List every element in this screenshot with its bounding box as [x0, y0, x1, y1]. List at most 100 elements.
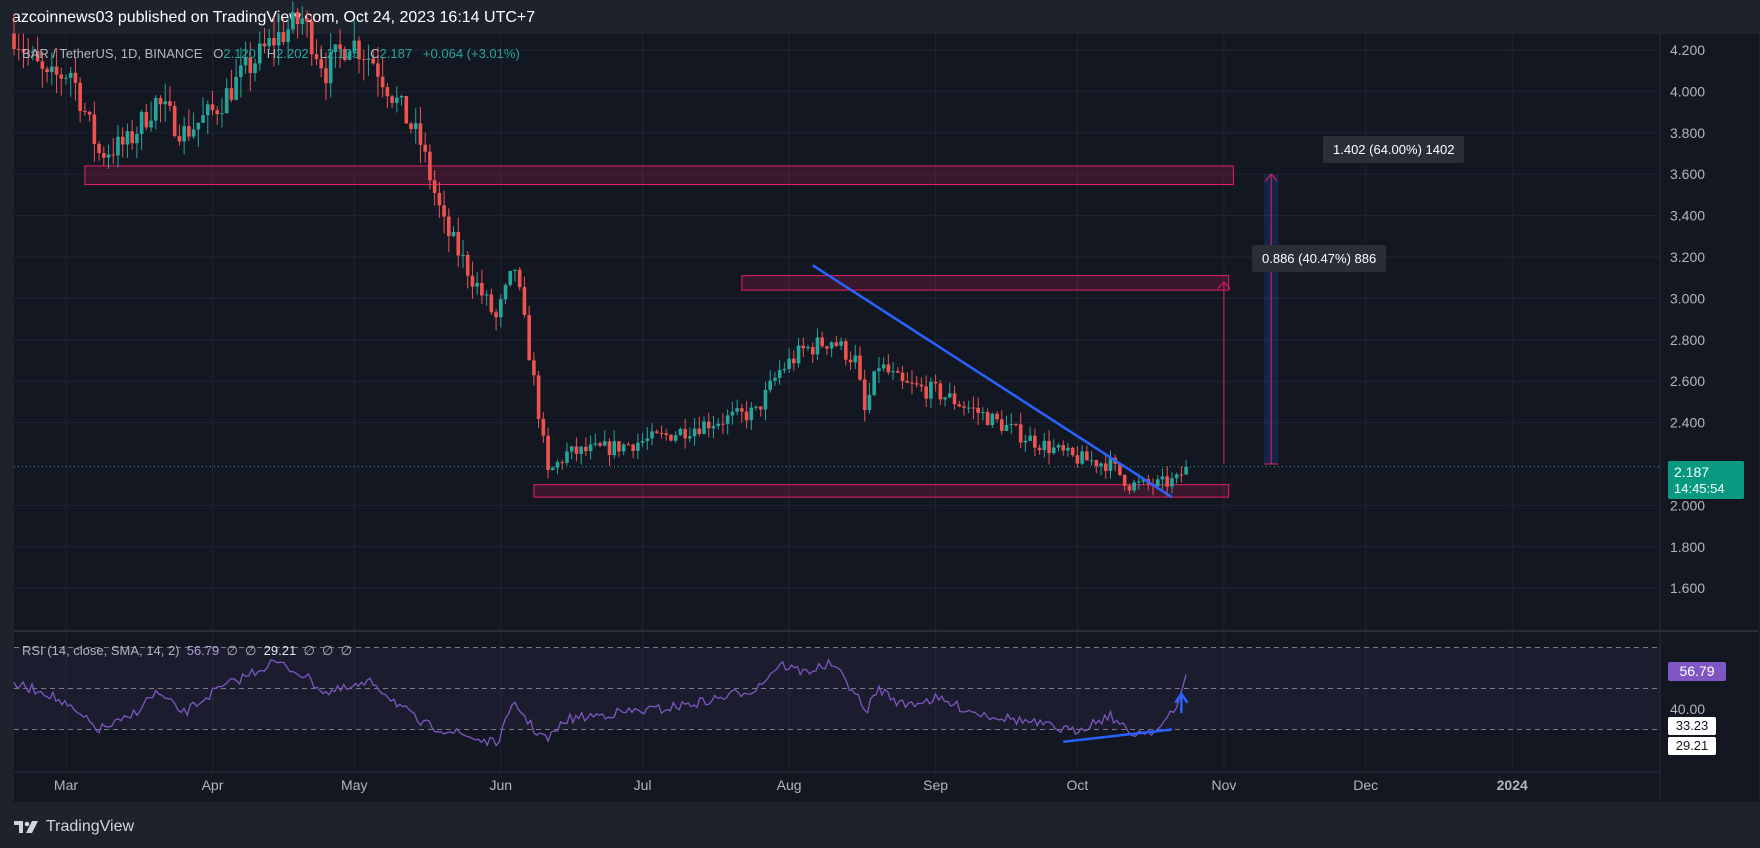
tradingview-logo[interactable]: TradingView: [14, 818, 134, 836]
candle-body: [1080, 451, 1084, 464]
candle-body: [92, 114, 97, 144]
candle-body: [1075, 455, 1080, 464]
candle-body: [650, 431, 654, 439]
price-label: 2.800: [1670, 332, 1705, 348]
close-value: 2.187: [379, 46, 413, 61]
support-resistance-zone: [84, 165, 1234, 186]
price-label: 3.400: [1670, 208, 1705, 224]
candle-body: [1033, 435, 1037, 448]
time-label: Mar: [54, 777, 78, 793]
candle-body: [1070, 447, 1075, 456]
candle-body: [550, 467, 555, 471]
candle-body: [716, 423, 721, 426]
candle-body: [451, 231, 456, 237]
candle-body: [584, 446, 588, 452]
candle-body: [35, 51, 40, 62]
candle-body: [73, 72, 78, 83]
candle-body: [432, 180, 437, 193]
candle-body: [153, 97, 158, 121]
rsi-title[interactable]: RSI (14, close, SMA, 14, 2): [22, 643, 180, 658]
last-price: 2.187: [1674, 464, 1710, 480]
candle-body: [423, 144, 427, 152]
candle-body: [333, 44, 338, 53]
price-label: 2.400: [1670, 415, 1705, 431]
symbol-legend[interactable]: BAR / TetherUS, 1D, BINANCE O2.120 H2.20…: [22, 46, 520, 61]
rsi-value-badge: 56.79: [1668, 662, 1726, 681]
candle-body: [1047, 440, 1051, 454]
candle-body: [763, 389, 768, 410]
candle-body: [31, 51, 35, 53]
rsi-legend[interactable]: RSI (14, close, SMA, 14, 2) 56.79 ∅ ∅ 29…: [22, 643, 352, 659]
candle-body: [376, 63, 380, 77]
candle-body: [26, 52, 30, 54]
candle-body: [229, 88, 234, 100]
rsi-ma-value: 29.21: [263, 643, 297, 658]
candle-body: [1014, 424, 1018, 426]
rsi-legend-value: 56.79: [186, 643, 220, 658]
candle-body: [527, 314, 531, 361]
candle-body: [1051, 447, 1056, 454]
candle-body: [560, 462, 565, 464]
candle-body: [111, 154, 116, 156]
candle-body: [59, 74, 64, 79]
measurement-label-short[interactable]: 0.886 (40.47%) 886: [1252, 245, 1387, 272]
candle-body: [1103, 463, 1108, 471]
candle-body: [101, 153, 106, 158]
candle-body: [943, 397, 947, 400]
candle-body: [862, 379, 867, 411]
candle-body: [971, 407, 976, 409]
zones[interactable]: [84, 165, 1234, 498]
candle-body: [881, 364, 886, 369]
low-value: 2.105: [326, 46, 360, 61]
candle-body: [338, 44, 342, 50]
candle-body: [962, 406, 966, 408]
candle-body: [1037, 447, 1042, 451]
candle-body: [210, 104, 215, 111]
candle-body: [248, 57, 253, 74]
candle-body: [1160, 476, 1165, 480]
candle-body: [555, 462, 560, 468]
candle-body: [593, 443, 598, 445]
candle-body: [1004, 425, 1009, 431]
overlays[interactable]: [14, 173, 1660, 499]
candle-body: [721, 423, 725, 425]
candle-body: [891, 371, 895, 373]
candle-body: [773, 377, 777, 381]
candle-body: [749, 407, 754, 421]
last-price-badge[interactable]: 2.187 14:45:54: [1668, 461, 1744, 499]
candle-body: [669, 434, 673, 441]
candle-body: [612, 441, 617, 456]
candle-body: [480, 282, 484, 296]
candle-body: [295, 11, 300, 25]
candles: [12, 1, 1188, 497]
candle-body: [1042, 440, 1047, 451]
time-label: Sep: [923, 777, 948, 793]
candle-body: [149, 120, 153, 128]
candle-body: [853, 355, 858, 363]
rsi-trendline: [1063, 728, 1173, 744]
candle-body: [1137, 481, 1141, 483]
candle-body: [172, 105, 177, 137]
candle-body: [929, 381, 933, 399]
symbol-name[interactable]: BAR / TetherUS, 1D, BINANCE: [22, 46, 203, 61]
candle-body: [83, 110, 87, 112]
candle-body: [900, 372, 905, 381]
candle-body: [40, 61, 45, 69]
time-label: May: [341, 777, 367, 793]
price-label: 2.600: [1670, 373, 1705, 389]
candle-body: [617, 441, 621, 452]
rsi-na-4: ∅: [322, 643, 334, 658]
rsi-bands: [14, 647, 1660, 730]
candle-body: [357, 40, 361, 60]
candle-body: [135, 134, 139, 144]
measurement-label-long[interactable]: 1.402 (64.00%) 1402: [1323, 136, 1465, 163]
candle-body: [465, 254, 470, 276]
candle-body: [50, 66, 54, 73]
axes: Mar Apr May Jun Jul Aug Sep Oct Nov Dec 2024 4.200 4…: [14, 34, 1758, 800]
candle-body: [1094, 460, 1099, 467]
candle-body: [418, 123, 423, 145]
candle-body: [706, 421, 711, 429]
candle-body: [385, 87, 390, 97]
candle-body: [825, 346, 829, 349]
